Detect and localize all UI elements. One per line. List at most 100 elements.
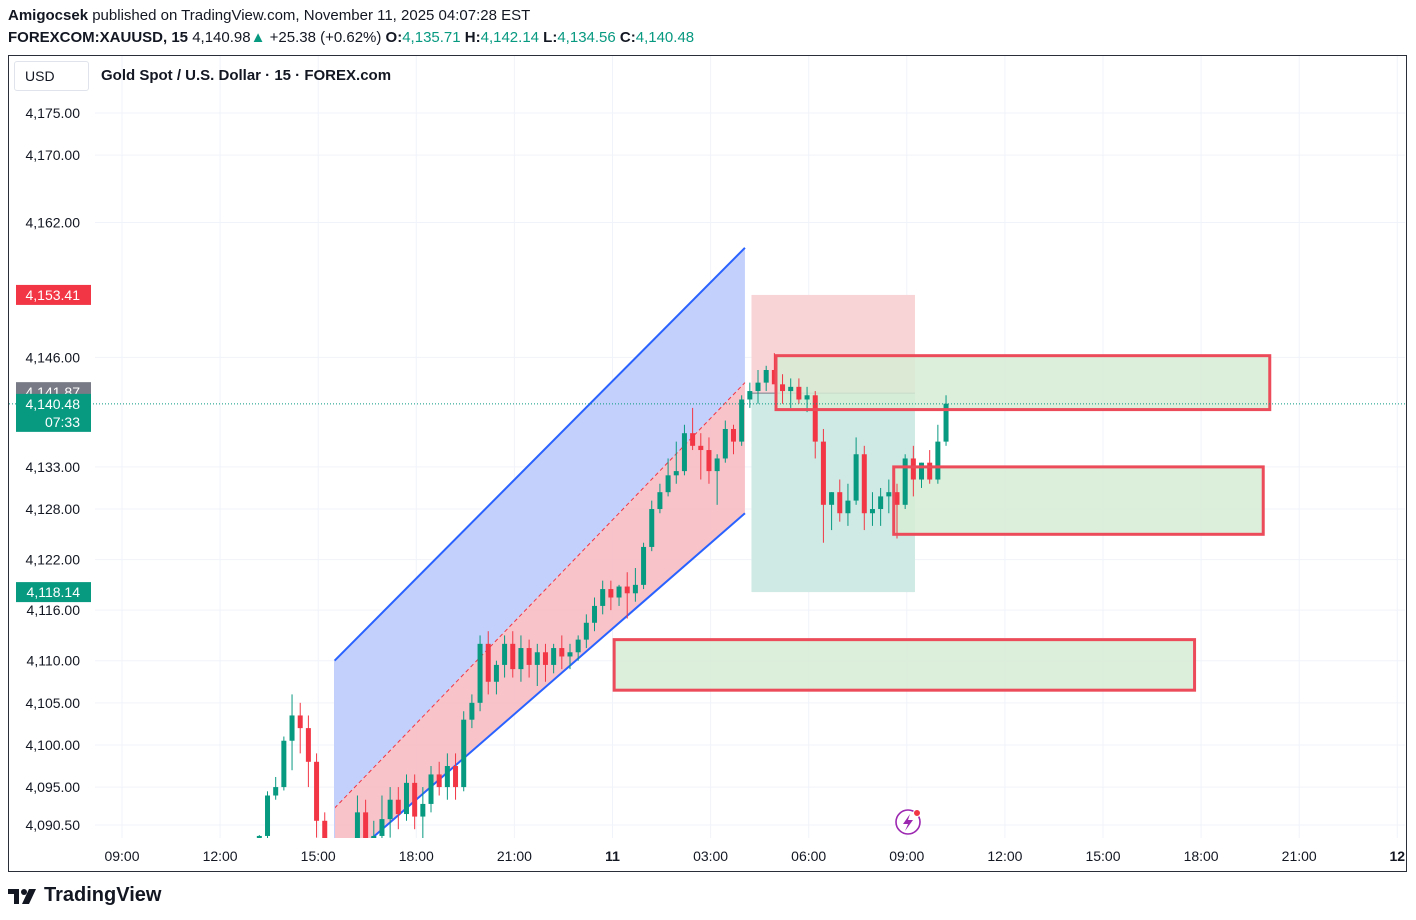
candle-body [616,586,622,598]
candle-body [289,715,295,741]
candle-body [281,740,287,788]
candle-body [804,395,810,400]
publisher-name[interactable]: Amigocsek [8,7,89,24]
candle-body [943,403,949,442]
candle [265,791,271,838]
time-tick-label: 12:00 [203,848,238,864]
candle [624,572,630,619]
tradingview-mark-icon [8,887,38,905]
price-tag-label: 4,118.14 [27,584,81,600]
candle [510,631,516,678]
candle [526,639,532,678]
candle [886,479,892,514]
publish-info: Amigocsek published on TradingView.com, … [8,7,530,24]
candle-body [485,643,491,682]
low-value: 4,134.56 [557,29,616,46]
candle-body [690,433,696,446]
candle-body [706,450,712,472]
candle [681,424,687,476]
tradingview-logo[interactable]: TradingView [8,884,161,907]
low-label: L: [543,29,558,46]
candle-body [608,589,614,598]
price-tick-label: 4,122.00 [26,552,81,568]
candle [722,420,728,463]
candle [281,736,287,791]
candle [902,454,908,510]
close-label: C: [619,29,636,46]
candle-body [624,586,630,594]
candle [739,395,745,446]
candle-body [436,774,442,788]
candle-body [273,787,279,796]
candle [534,643,540,686]
candle-body [592,605,598,623]
candle-body [502,643,508,665]
candle [649,500,655,552]
candle-body [453,766,459,788]
footer-brand: TradingView [44,884,162,906]
candle [322,812,328,838]
candle-body [632,584,638,594]
candle-body [714,458,720,472]
candle-body [322,820,328,838]
candle-body [747,391,753,400]
candle-body [681,433,687,472]
candle-body [420,803,426,817]
candle [780,374,786,404]
candle [657,483,663,514]
demand-zone-border [612,638,1197,692]
candle-body [878,496,884,510]
time-tick-label: 03:00 [693,848,728,864]
price-tick-label: 4,100.00 [26,737,81,753]
candle-body [395,799,401,815]
candle [559,635,565,670]
candle [820,428,826,543]
candle [256,835,262,838]
candle [542,643,548,682]
candle [869,492,875,526]
open-label: O: [385,29,403,46]
candle [878,487,884,526]
demand-zone-border [892,465,1265,536]
candle [943,395,949,446]
candle-body [698,445,704,451]
candle-body [363,812,369,838]
grid-lines [95,56,1405,838]
time-tick-label: 06:00 [791,848,826,864]
channel-lower-fill [334,382,745,838]
candle-body [428,774,434,804]
candle-body [861,454,867,514]
candle [273,776,279,800]
close-value: 4,140.48 [635,29,695,46]
candle-body [869,509,875,514]
channel-upper-fill [334,247,745,809]
time-tick-label: 12 [1390,848,1406,864]
candle-body [412,782,418,817]
candle-body [354,812,360,838]
candle [845,483,851,526]
candle-body [796,386,802,400]
price-tick-label: 4,095.00 [26,779,81,795]
candle-body [461,719,467,788]
symbol-label[interactable]: FOREXCOM:XAUUSD, 15 [8,29,189,46]
currency-button[interactable]: USD [14,61,89,91]
candle [567,643,573,670]
demand-zone-border [774,354,1272,412]
candle-body [853,454,859,501]
candle [461,711,467,792]
candle [518,635,524,682]
candle [305,715,311,788]
candle-body [649,509,655,547]
price-tick-label: 4,170.00 [26,147,81,163]
candle-body [829,492,835,505]
candle [747,382,753,408]
candle [395,787,401,830]
candle-body [265,795,271,836]
candle [379,795,385,838]
candle-body [641,546,647,585]
candle [788,378,794,408]
demand-zone-fill [614,639,1195,691]
candle [583,614,589,649]
candle [771,353,777,385]
